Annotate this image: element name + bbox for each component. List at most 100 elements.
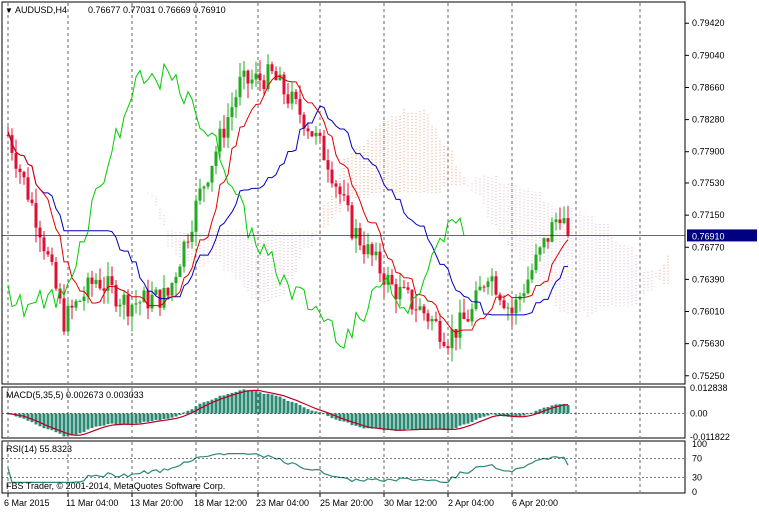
time-tick-label: 13 Mar 20:00	[130, 498, 183, 508]
candle-body	[462, 312, 466, 320]
macd-bar	[538, 409, 542, 414]
macd-bar	[302, 407, 306, 414]
macd-bar	[390, 413, 394, 431]
macd-bar	[158, 413, 162, 421]
macd-bar	[438, 413, 442, 430]
macd-bar	[490, 413, 494, 415]
macd-bar	[410, 413, 414, 430]
candle-body	[142, 290, 146, 303]
candle-body	[562, 218, 566, 224]
macd-signal-line	[7, 389, 569, 436]
candle-body	[302, 114, 306, 129]
candle-body	[6, 134, 10, 136]
macd-bar	[558, 404, 562, 414]
candle-body	[406, 287, 410, 290]
candle-body	[522, 293, 526, 297]
candle-body	[226, 117, 230, 138]
rsi-pane[interactable]	[1, 440, 686, 494]
candle-body	[482, 286, 486, 288]
candle-body	[390, 274, 394, 285]
macd-bar	[282, 398, 286, 414]
macd-bar	[194, 406, 198, 414]
candle-body	[182, 241, 186, 267]
macd-histogram	[2, 389, 685, 437]
macd-bar	[182, 412, 186, 414]
macd-bar	[426, 413, 430, 430]
macd-bar	[154, 413, 158, 420]
candle-body	[310, 131, 314, 137]
candle-body	[58, 288, 62, 299]
candle-body	[330, 169, 334, 184]
macd-bar	[150, 413, 154, 421]
macd-pane[interactable]	[1, 386, 686, 439]
tenkan-sen-line	[7, 75, 569, 334]
chevron-down-icon[interactable]: ▼	[5, 6, 13, 15]
price-tick-label: 0.79040	[692, 50, 725, 60]
rsi-axis: 100 70 30 0	[2, 439, 707, 497]
candle-body	[290, 91, 294, 104]
macd-bar	[550, 405, 554, 414]
macd-bar	[58, 413, 62, 434]
candle-body	[110, 276, 114, 285]
candle-body	[346, 195, 350, 206]
time-tick-label: 30 Mar 12:00	[384, 498, 437, 508]
candle-body	[362, 245, 366, 255]
candle-body	[238, 76, 242, 98]
candle-body	[546, 238, 550, 242]
candle-body	[14, 152, 18, 169]
candle-body	[386, 274, 390, 285]
macd-bar	[370, 413, 374, 429]
macd-bar	[398, 413, 402, 431]
candle-body	[382, 273, 386, 285]
candle-body	[18, 168, 22, 172]
current-price-box	[687, 229, 757, 242]
macd-bar	[322, 413, 326, 415]
candle-body	[170, 283, 174, 296]
macd-bar	[34, 413, 38, 425]
ohlc-values: 0.76677 0.77031 0.76669 0.76910	[88, 5, 226, 15]
candle-body	[42, 237, 46, 252]
macd-axis: 0.012838 0.00 -0.011822	[690, 383, 730, 442]
candle-body	[378, 251, 382, 274]
candlesticks	[6, 54, 570, 362]
macd-bar	[218, 395, 222, 414]
macd-bar	[94, 413, 98, 427]
candle-body	[82, 296, 86, 301]
candle-body	[230, 107, 234, 118]
macd-bar	[518, 413, 522, 417]
price-tick-label: 0.77530	[692, 178, 725, 188]
macd-bar	[346, 413, 350, 423]
candle-body	[426, 313, 430, 322]
candle-body	[338, 186, 342, 195]
price-tick-label: 0.78660	[692, 82, 725, 92]
macd-bar	[378, 413, 382, 430]
candle-body	[494, 276, 498, 295]
candle-body	[342, 194, 346, 196]
candle-body	[78, 300, 82, 302]
macd-bar	[514, 413, 518, 417]
candle-body	[274, 71, 278, 81]
candle-body	[566, 218, 570, 236]
candle-body	[250, 79, 254, 84]
macd-bar	[206, 401, 210, 414]
candle-body	[74, 301, 78, 308]
candle-body	[138, 302, 142, 304]
candle-body	[306, 128, 310, 132]
macd-bar	[366, 413, 370, 429]
candle-body	[98, 279, 102, 289]
price-tick-label: 0.75250	[692, 371, 725, 381]
macd-bar	[130, 413, 134, 425]
macd-bar	[466, 413, 470, 424]
candle-body	[454, 329, 458, 338]
macd-bar	[306, 409, 310, 414]
candle-body	[54, 262, 58, 289]
macd-bar	[290, 401, 294, 414]
price-tick-label: 0.76010	[692, 307, 725, 317]
time-tick-label: 11 Mar 04:00	[66, 498, 118, 508]
candle-body	[318, 132, 322, 136]
macd-bar	[186, 410, 190, 414]
price-tick-label: 0.76390	[692, 274, 725, 284]
macd-bar	[430, 413, 434, 429]
macd-bar	[270, 394, 274, 414]
